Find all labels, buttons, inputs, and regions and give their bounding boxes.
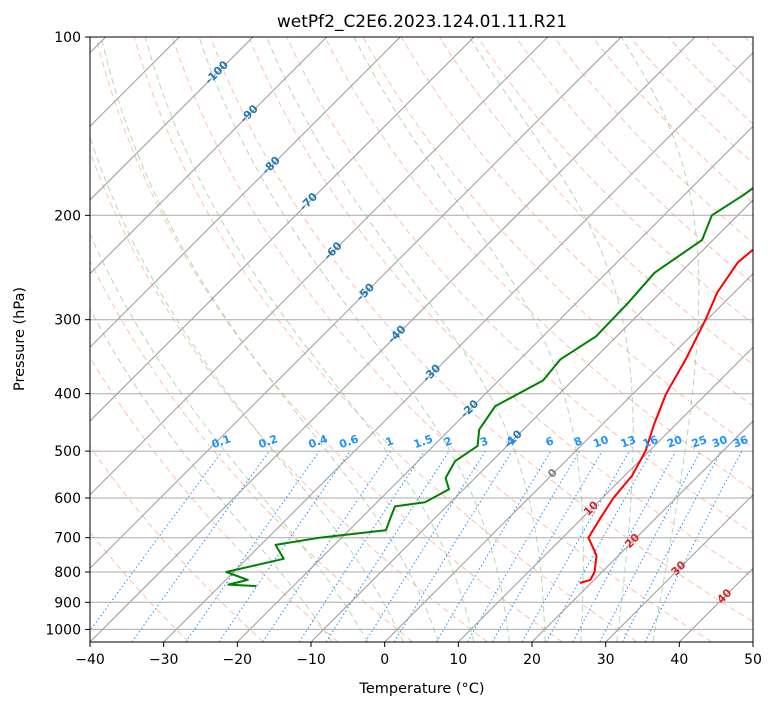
x-axis-label: Temperature (°C) [358, 681, 484, 697]
y-tick-label: 1000 [45, 622, 81, 638]
y-tick-label: 100 [54, 30, 81, 46]
y-tick-label: 900 [54, 595, 81, 611]
x-tick-label: 20 [523, 652, 541, 668]
y-tick-label: 300 [54, 313, 81, 329]
y-tick-label: 400 [54, 387, 81, 403]
x-tick-label: 0 [380, 652, 389, 668]
x-tick-label: −40 [75, 652, 105, 668]
chart-title: wetPf2_C2E6.2023.124.01.11.R21 [277, 12, 567, 32]
y-axis-label: Pressure (hPa) [12, 287, 28, 391]
y-tick-label: 700 [54, 531, 81, 547]
y-tick-label: 800 [54, 565, 81, 581]
x-tick-label: 40 [670, 652, 688, 668]
y-tick-label: 500 [54, 444, 81, 460]
x-tick-label: 30 [597, 652, 615, 668]
x-tick-label: 50 [744, 652, 762, 668]
y-tick-label: 200 [54, 208, 81, 224]
x-tick-label: −30 [149, 652, 179, 668]
y-tick-label: 600 [54, 491, 81, 507]
x-tick-label: −10 [296, 652, 326, 668]
x-tick-label: −20 [223, 652, 253, 668]
x-tick-label: 10 [449, 652, 467, 668]
